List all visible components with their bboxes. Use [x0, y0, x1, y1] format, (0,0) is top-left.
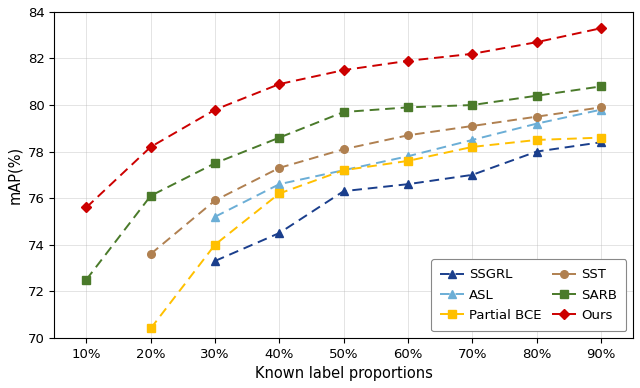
- Legend: SSGRL, ASL, Partial BCE, SST, SARB, Ours: SSGRL, ASL, Partial BCE, SST, SARB, Ours: [431, 259, 627, 331]
- X-axis label: Known label proportions: Known label proportions: [255, 366, 433, 381]
- Y-axis label: mAP(%): mAP(%): [7, 146, 22, 204]
